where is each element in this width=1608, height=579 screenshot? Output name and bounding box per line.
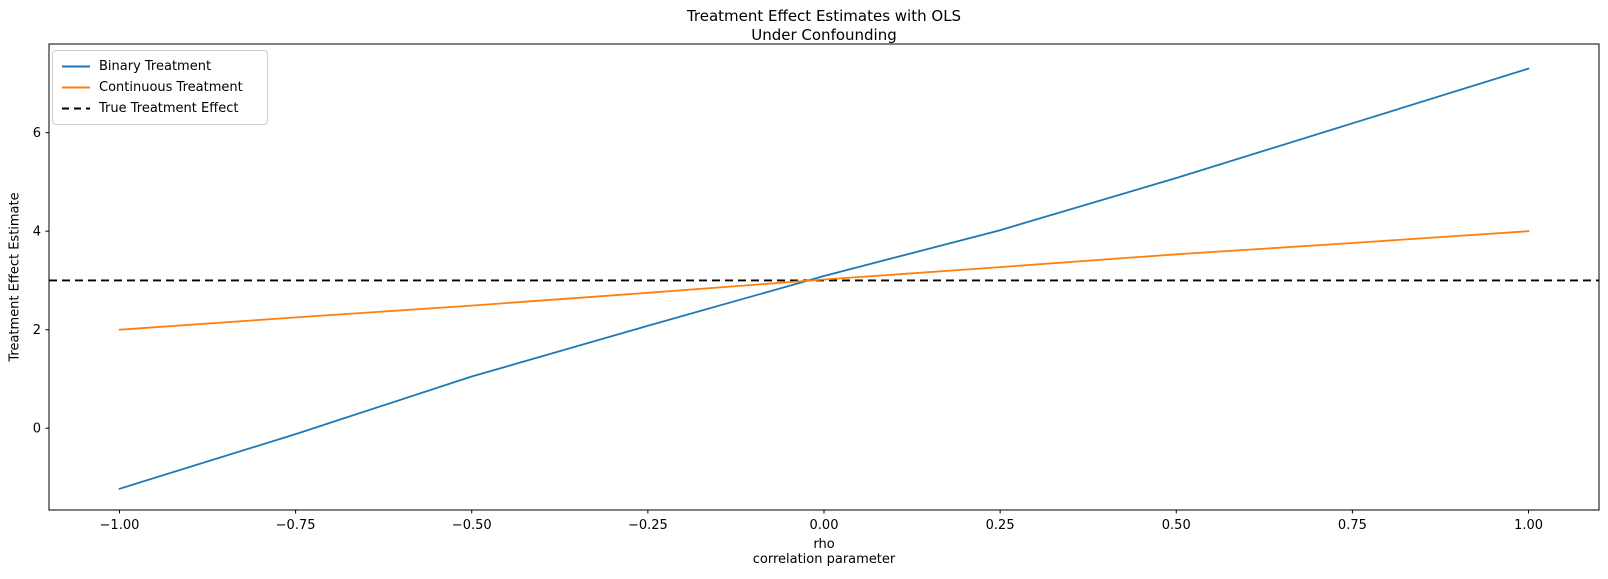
legend-item-binary: Binary Treatment: [61, 56, 259, 77]
x-tick-label: −0.25: [628, 518, 668, 533]
x-tick-label: 0.25: [986, 518, 1015, 533]
x-tick-label: 0.00: [810, 518, 839, 533]
dashed-line-sample-icon: [62, 107, 90, 110]
y-axis-label: Treatment Effect Estimate: [7, 192, 23, 362]
x-axis-label: rho correlation parameter: [49, 537, 1599, 567]
chart-title-line2: Under Confounding: [751, 26, 897, 44]
x-tick-label: 1.00: [1514, 518, 1543, 533]
line-sample-icon: [62, 65, 90, 68]
x-tick-label: 0.50: [1162, 518, 1191, 533]
legend-item-label: Continuous Treatment: [99, 80, 243, 95]
legend-item-continuous: Continuous Treatment: [61, 77, 259, 98]
y-tick-label: 2: [33, 323, 41, 338]
x-tick-label: −1.00: [100, 518, 140, 533]
y-tick-label: 4: [33, 225, 41, 240]
series-line-0: [118, 67, 1530, 490]
y-tick-label: 6: [33, 126, 41, 141]
x-tick-label: −0.75: [276, 518, 316, 533]
line-sample-icon: [62, 86, 90, 89]
x-tick-label: 0.75: [1338, 518, 1367, 533]
legend: Binary Treatment Continuous Treatment Tr…: [52, 50, 268, 125]
x-tick-label: −0.50: [452, 518, 492, 533]
legend-item-label: True Treatment Effect: [99, 101, 239, 116]
legend-item-true-effect: True Treatment Effect: [61, 98, 259, 119]
series-line-1: [118, 230, 1530, 331]
x-axis-label-line1: rho: [813, 537, 835, 552]
chart-title-line1: Treatment Effect Estimates with OLS: [686, 7, 962, 25]
plot-area: [48, 43, 1600, 511]
x-axis-label-line2: correlation parameter: [752, 552, 896, 567]
chart-title: Treatment Effect Estimates with OLS Unde…: [49, 7, 1599, 45]
legend-item-label: Binary Treatment: [99, 59, 212, 74]
y-tick-label: 0: [33, 422, 41, 437]
